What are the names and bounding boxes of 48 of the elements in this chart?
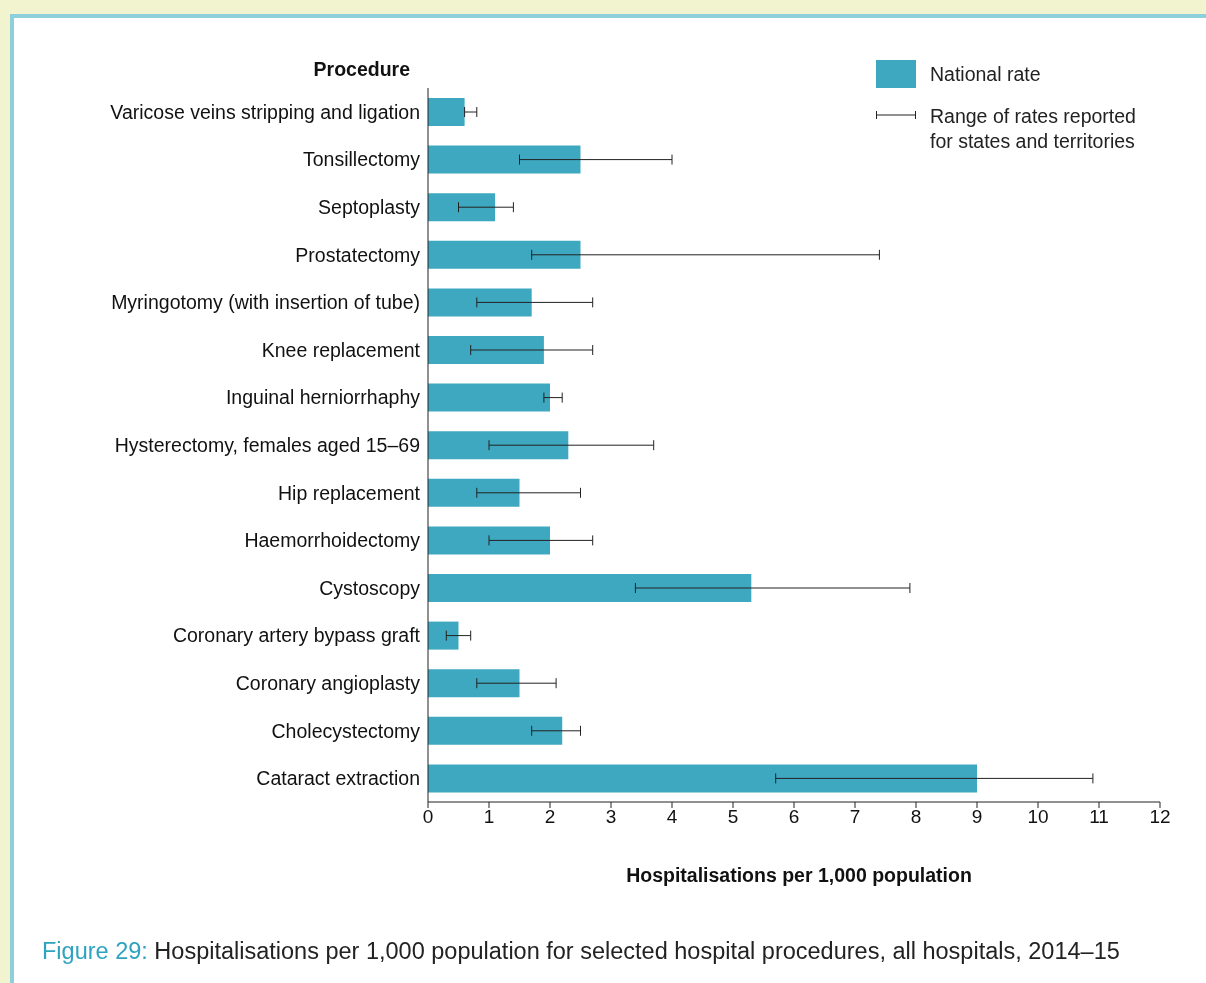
x-axis-title: Hospitalisations per 1,000 population <box>625 864 973 887</box>
y-tick-label: Coronary artery bypass graft <box>172 624 421 647</box>
y-tick-label: Prostatectomy <box>295 243 421 266</box>
bar <box>428 526 550 555</box>
bar <box>428 764 977 793</box>
y-tick-label: Haemorrhoidectomy <box>244 529 421 552</box>
y-tick-label: Inguinal herniorrhaphy <box>225 386 421 409</box>
x-tick-label: 5 <box>727 806 739 828</box>
y-tick-label: Hysterectomy, females aged 15–69 <box>114 433 420 456</box>
bar <box>428 98 465 126</box>
x-tick-label: 11 <box>1089 806 1109 828</box>
y-tick-label: Cystoscopy <box>319 576 421 599</box>
x-tick-label: 4 <box>666 806 678 828</box>
x-tick-label: 2 <box>544 806 556 828</box>
y-tick-label: Hip replacement <box>278 481 421 504</box>
legend-label: National rate <box>930 62 1041 86</box>
x-tick-label: 1 <box>483 806 495 828</box>
y-tick-label: Septoplasty <box>318 195 421 218</box>
bar <box>428 431 569 460</box>
x-tick-label: 6 <box>788 806 800 828</box>
bar <box>428 383 550 412</box>
bar <box>428 193 496 222</box>
bar <box>428 478 520 507</box>
y-axis-title: Procedure <box>313 58 410 81</box>
annotation: Range of rates reported for states and territories <box>930 104 1137 154</box>
y-tick-label: Cholecystectomy <box>271 719 421 742</box>
y-tick-label: Myringotomy (with insertion of tube) <box>111 291 420 314</box>
y-tick-label: Cataract extraction <box>256 767 420 790</box>
y-tick-label: Varicose veins stripping and ligation <box>110 100 420 123</box>
x-tick-label: 7 <box>849 806 861 828</box>
bar <box>428 716 563 745</box>
x-tick-label: 3 <box>605 806 617 828</box>
x-tick-label: 9 <box>971 806 983 828</box>
bar <box>428 145 581 174</box>
bar <box>428 336 544 364</box>
bar <box>428 288 532 317</box>
y-tick-label: Coronary angioplasty <box>235 671 421 694</box>
x-tick-label: 8 <box>910 806 922 828</box>
y-tick-label: Tonsillectomy <box>302 148 421 171</box>
bar <box>428 574 752 602</box>
x-tick-label: 10 <box>1027 806 1049 828</box>
text: Figure 29: Hospitalisations per 1,000 population for selected hospital procedures, all hospitals, 2014–15 <box>42 938 1120 965</box>
bar <box>428 669 520 698</box>
x-tick-label: 12 <box>1149 806 1171 828</box>
bar <box>428 621 459 650</box>
x-tick-label: 0 <box>422 806 434 828</box>
bar <box>428 240 581 269</box>
y-tick-label: Knee replacement <box>261 338 421 361</box>
